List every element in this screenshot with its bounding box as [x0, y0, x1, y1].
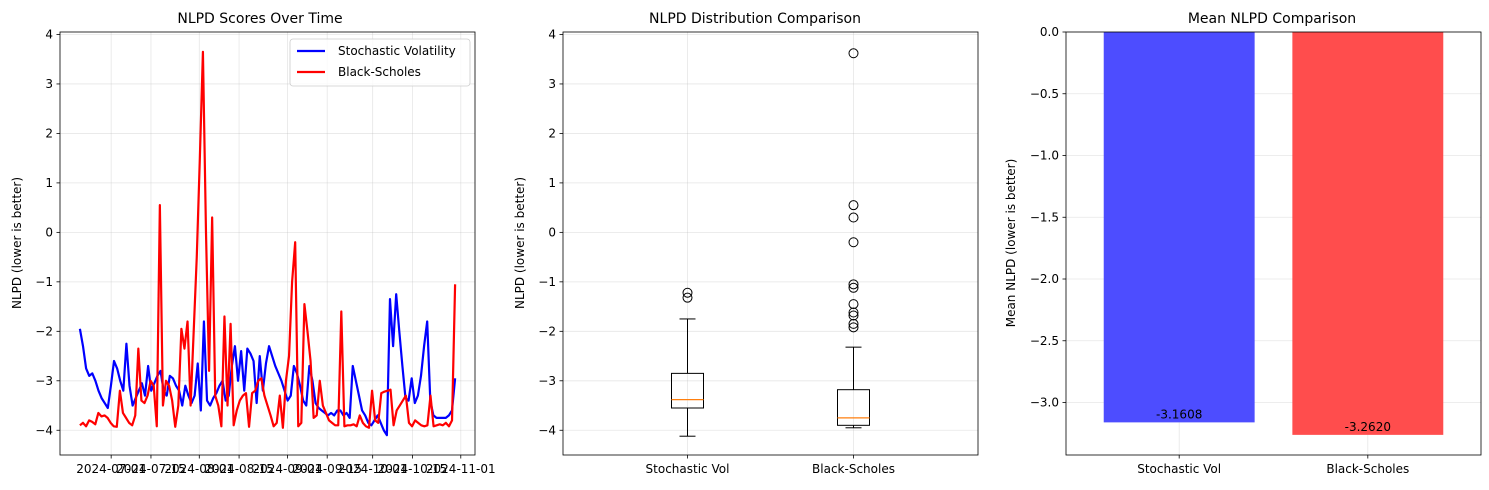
line-chart-series-group [78, 50, 457, 437]
y-tick-label: −4 [35, 423, 53, 437]
outlier-point [848, 322, 859, 333]
y-tick-label: 0 [548, 225, 556, 239]
outlier-point [682, 287, 693, 298]
x-tick-label: 2024-11-01 [426, 462, 496, 476]
line-chart-title: NLPD Scores Over Time [177, 11, 342, 27]
x-tick-label: Stochastic Vol [1137, 462, 1221, 476]
box-black-scholes [837, 389, 870, 426]
box-plot-ylabel: NLPD (lower is better) [513, 177, 527, 309]
box-plot-panel: NLPD Distribution Comparison NLPD (lower… [513, 11, 979, 476]
bar-chart-ylabel: Mean NLPD (lower is better) [1004, 159, 1018, 328]
y-tick-label: −0.5 [1030, 87, 1059, 101]
line-chart-panel: NLPD Scores Over Time NLPD (lower is bet… [10, 11, 496, 476]
box-stochastic-vol [671, 372, 704, 409]
y-tick-label: 2 [45, 126, 53, 140]
x-tick-label: Black-Scholes [812, 462, 895, 476]
y-tick-label: −1.5 [1030, 210, 1059, 224]
outlier-point [848, 237, 859, 248]
bar-value-label-black-scholes: -3.2620 [1345, 420, 1391, 434]
y-tick-label: −2 [35, 324, 53, 338]
box-plot-boxes [671, 48, 870, 437]
y-tick-label: 3 [45, 77, 53, 91]
box-plot-ticks: 4 3 2 1 0 −1 −2 −3 −4 Stochastic Vol Black-Scholes [538, 27, 895, 476]
outlier-point [682, 292, 693, 303]
x-tick-label: 2024-09-15 [292, 462, 362, 476]
y-tick-label: 1 [45, 176, 53, 190]
x-tick-label: 2024-09-01 [253, 462, 323, 476]
line-chart-legend: Stochastic Volatility Black-Scholes [289, 38, 471, 87]
outlier-point [848, 200, 859, 211]
bar-value-label-stochastic-vol: -3.1608 [1156, 407, 1202, 421]
outlier-point [848, 318, 859, 329]
x-tick-label: Stochastic Vol [646, 462, 730, 476]
y-tick-label: −2 [538, 324, 556, 338]
y-tick-label: −3 [35, 374, 53, 388]
line-chart-frame [59, 31, 476, 456]
line-chart-ylabel: NLPD (lower is better) [10, 177, 24, 309]
y-tick-label: 3 [548, 77, 556, 91]
y-tick-label: −2.0 [1030, 272, 1059, 286]
bar-chart-frame [1065, 31, 1482, 456]
x-tick-label: 2024-08-01 [164, 462, 234, 476]
outlier-point [848, 48, 859, 59]
x-tick-label: 2024-07-15 [116, 462, 186, 476]
bar-black-scholes [1292, 32, 1444, 435]
outlier-point [848, 299, 859, 310]
series-line-stochastic-volatility [78, 293, 457, 437]
bar-chart-bars: -3.1608 -3.2620 [1103, 32, 1444, 435]
outlier-point [848, 307, 859, 318]
y-tick-label: 0 [45, 225, 53, 239]
x-tick-label: 2024-10-01 [338, 462, 408, 476]
legend-label-stochastic-volatility: Stochastic Volatility [338, 44, 456, 58]
box-plot-title: NLPD Distribution Comparison [649, 11, 861, 27]
bar-chart-ticks: 0.0 −0.5 −1.0 −1.5 −2.0 −2.5 −3.0 Stochastic Vo… [1030, 25, 1409, 476]
y-tick-label: 2 [548, 126, 556, 140]
y-tick-label: −1.0 [1030, 149, 1059, 163]
y-tick-label: −4 [538, 423, 556, 437]
y-tick-label: 1 [548, 176, 556, 190]
outlier-point [848, 212, 859, 223]
y-tick-label: 4 [548, 27, 556, 41]
box-plot-frame [562, 31, 979, 456]
y-tick-label: −3 [538, 374, 556, 388]
y-tick-label: −3.0 [1030, 396, 1059, 410]
y-tick-label: −2.5 [1030, 334, 1059, 348]
bar-chart-title: Mean NLPD Comparison [1188, 11, 1356, 27]
x-tick-label: 2024-10-15 [378, 462, 448, 476]
outlier-point [848, 279, 859, 290]
y-tick-label: 4 [45, 27, 53, 41]
y-tick-label: −1 [35, 275, 53, 289]
legend-box [289, 38, 471, 87]
legend-label-black-scholes: Black-Scholes [338, 65, 421, 79]
bar-stochastic-vol [1103, 32, 1255, 423]
box-plot-grid [563, 32, 978, 455]
outlier-point [848, 282, 859, 293]
y-tick-label: −1 [538, 275, 556, 289]
outlier-point [848, 310, 859, 321]
series-line-black-scholes [79, 50, 457, 429]
x-tick-label: 2024-08-15 [204, 462, 274, 476]
y-tick-label: 0.0 [1040, 25, 1059, 39]
x-tick-label: Black-Scholes [1326, 462, 1409, 476]
x-tick-label: 2024-07-01 [76, 462, 146, 476]
line-chart-ticks: 43210−1−2−3−42024-07-012024-07-152024-08… [35, 27, 495, 476]
line-chart-grid [60, 32, 475, 455]
bar-chart-panel: Mean NLPD Comparison Mean NLPD (lower is… [1004, 11, 1482, 476]
